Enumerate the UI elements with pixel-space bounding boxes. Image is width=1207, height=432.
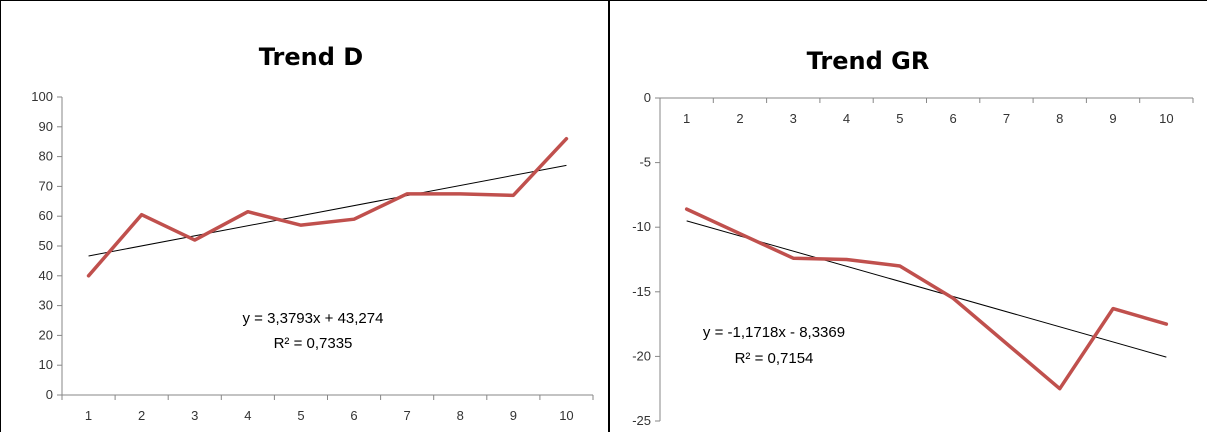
y-tick-label: 70 [39, 178, 53, 193]
x-tick-label: 8 [457, 408, 464, 423]
chart-gr-canvas: Trend GR 0 -5 -10 -15 -20 -25 1 2 3 4 5 6 7 8 9 10 y = … [632, 47, 1194, 428]
series-line [684, 207, 1169, 391]
y-tick-label: 30 [39, 298, 53, 313]
r-squared-label: R² = 0,7154 [735, 350, 814, 367]
x-tick-label: 4 [843, 111, 850, 126]
trendline [88, 164, 567, 257]
y-tick-label: -20 [632, 348, 651, 363]
x-tick-label: 5 [896, 111, 903, 126]
x-tick-label: 2 [736, 111, 743, 126]
y-tick-label: 90 [39, 119, 53, 134]
y-tick-label: -25 [632, 413, 651, 428]
x-tick-label: 9 [1109, 111, 1116, 126]
x-tick-label: 4 [244, 408, 251, 423]
trendline-equation: y = -1,1718x - 8,3369 [703, 324, 845, 341]
y-tick-label: 20 [39, 327, 53, 342]
x-tick-label: 3 [191, 408, 198, 423]
x-tick-label: 5 [297, 408, 304, 423]
x-tick-label: 7 [404, 408, 411, 423]
chart-d-canvas: Trend D 0 10 20 30 40 50 60 70 80 90 100 1 2 3 4 5 6 7 8 9 1… [31, 43, 594, 423]
trendline [686, 220, 1167, 358]
x-tick-label: 10 [1159, 111, 1173, 126]
x-tick-label: 9 [510, 408, 517, 423]
y-tick-label: 100 [31, 89, 53, 104]
trendline-equation: y = 3,3793x + 43,274 [243, 310, 384, 327]
y-tick-label: 60 [39, 208, 53, 223]
chart-trend-d: Trend D 0 10 20 30 40 50 60 70 80 90 100 1 2 3 4 5 6 7 8 9 1… [0, 0, 610, 432]
y-tick-label: -5 [639, 155, 651, 170]
y-tick-label: -10 [632, 219, 651, 234]
x-tick-label: 1 [683, 111, 690, 126]
series-line [86, 136, 569, 278]
y-tick-label: 0 [644, 90, 651, 105]
chart-trend-gr: Trend GR 0 -5 -10 -15 -20 -25 1 2 3 4 5 6 7 8 9 10 y = … [610, 0, 1207, 432]
x-tick-label: 2 [138, 408, 145, 423]
y-tick-label: 10 [39, 357, 53, 372]
x-tick-label: 8 [1056, 111, 1063, 126]
x-tick-label: 6 [350, 408, 357, 423]
x-tick-label: 6 [950, 111, 957, 126]
y-tick-label: 50 [39, 238, 53, 253]
y-tick-label: 40 [39, 268, 53, 283]
x-tick-label: 3 [790, 111, 797, 126]
x-tick-label: 7 [1003, 111, 1010, 126]
y-tick-label: -15 [632, 284, 651, 299]
chart-title: Trend GR [807, 47, 930, 75]
r-squared-label: R² = 0,7335 [274, 335, 353, 352]
x-tick-label: 10 [559, 408, 573, 423]
chart-title: Trend D [259, 43, 363, 71]
y-tick-label: 80 [39, 149, 53, 164]
x-tick-label: 1 [85, 408, 92, 423]
y-tick-label: 0 [46, 387, 53, 402]
